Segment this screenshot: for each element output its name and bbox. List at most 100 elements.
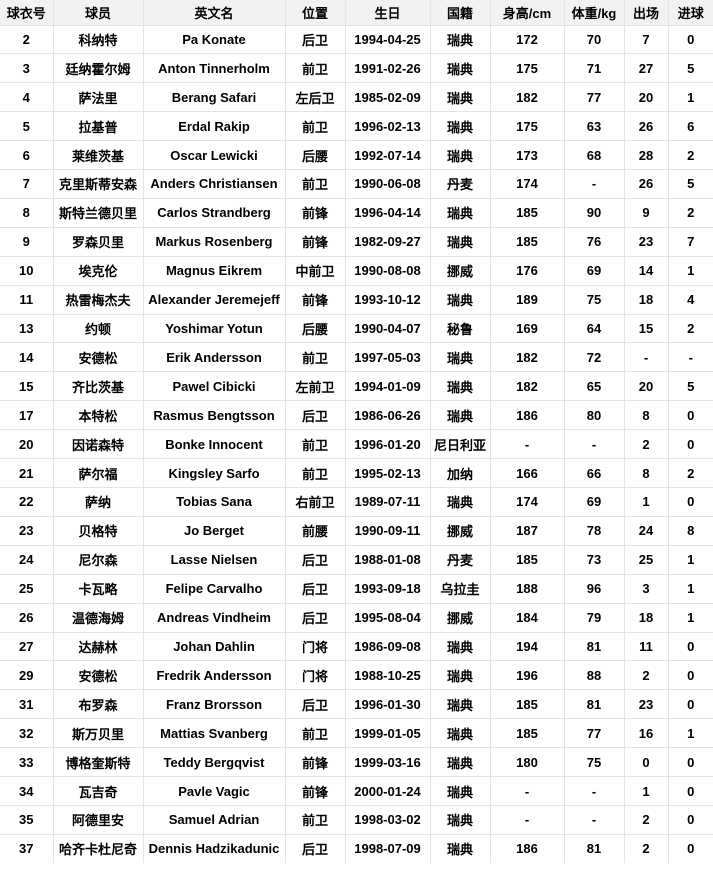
cell-jersey-number: 27 — [0, 631, 54, 662]
cell-height-cm: 182 — [489, 342, 565, 373]
table-row: 34 瓦吉奇 Pavle Vagic 前锋 2000-01-24 瑞典 - -1 0 — [0, 776, 713, 806]
cell-goals: 4 — [667, 284, 713, 315]
cell-player-name-cn: 罗森贝里 — [52, 226, 144, 257]
cell-height-cm: 176 — [489, 255, 565, 286]
cell-nationality: 尼日利亚 — [429, 429, 491, 460]
cell-birthdate: 1995-02-13 — [344, 458, 431, 488]
cell-player-name-en: Johan Dahlin — [142, 631, 286, 662]
cell-height-cm: 184 — [489, 602, 565, 633]
cell-nationality: 瑞典 — [429, 82, 491, 113]
cell-jersey-number: 7 — [0, 169, 54, 199]
cell-goals: 2 — [667, 313, 713, 344]
cell-weight-kg: 80 — [563, 400, 625, 431]
cell-player-name-en: Bonke Innocent — [142, 429, 286, 460]
cell-nationality: 瑞典 — [429, 689, 491, 720]
cell-player-name-cn: 萨纳 — [52, 487, 144, 517]
cell-birthdate: 1989-07-11 — [344, 487, 431, 517]
table-row: 35 阿德里安 Samuel Adrian 前卫 1998-03-02 瑞典 - -2 0 — [0, 804, 713, 835]
cell-goals: 5 — [667, 169, 713, 199]
cell-player-name-cn: 哈齐卡杜尼奇 — [52, 833, 144, 864]
cell-appearances: 2 — [623, 804, 669, 835]
table-row: 15 齐比茨基 Pawel Cibicki 左前卫 1994-01-09 瑞典 182 65 2… — [0, 371, 713, 402]
cell-position: 前卫 — [284, 342, 346, 373]
cell-position: 后腰 — [284, 313, 346, 344]
cell-position: 后腰 — [284, 140, 346, 171]
cell-jersey-number: 22 — [0, 487, 54, 517]
cell-appearances: 26 — [623, 169, 669, 199]
cell-birthdate: 1996-04-14 — [344, 197, 431, 228]
cell-nationality: 挪威 — [429, 255, 491, 286]
cell-jersey-number: 29 — [0, 660, 54, 691]
cell-weight-kg: 90 — [563, 197, 625, 228]
cell-appearances: 1 — [623, 487, 669, 517]
cell-weight-kg: - — [563, 169, 625, 199]
table-row: 10 埃克伦 Magnus Eikrem 中前卫 1990-08-08 挪威 176 69 14… — [0, 255, 713, 286]
cell-appearances: 20 — [623, 371, 669, 402]
cell-weight-kg: 64 — [563, 313, 625, 344]
cell-birthdate: 1993-09-18 — [344, 573, 431, 604]
cell-nationality: 瑞典 — [429, 197, 491, 228]
cell-jersey-number: 25 — [0, 573, 54, 604]
cell-player-name-cn: 萨法里 — [52, 82, 144, 113]
cell-height-cm: - — [489, 429, 565, 460]
cell-appearances: 27 — [623, 53, 669, 84]
cell-player-name-cn: 莱维茨基 — [52, 140, 144, 171]
cell-height-cm: 166 — [489, 458, 565, 488]
cell-goals: 2 — [667, 197, 713, 228]
column-header-appearances: 出场 — [623, 0, 669, 26]
cell-weight-kg: 68 — [563, 140, 625, 171]
cell-player-name-en: Oscar Lewicki — [142, 140, 286, 171]
cell-player-name-en: Samuel Adrian — [142, 804, 286, 835]
cell-appearances: 23 — [623, 226, 669, 257]
cell-position: 后卫 — [284, 544, 346, 575]
cell-jersey-number: 35 — [0, 804, 54, 835]
cell-appearances: 8 — [623, 458, 669, 488]
cell-birthdate: 1994-01-09 — [344, 371, 431, 402]
table-row: 26 温德海姆 Andreas Vindheim 后卫 1995-08-04 挪威 184 7… — [0, 602, 713, 633]
cell-player-name-en: Erik Andersson — [142, 342, 286, 373]
cell-weight-kg: 72 — [563, 342, 625, 373]
cell-birthdate: 1990-09-11 — [344, 515, 431, 546]
cell-birthdate: 1982-09-27 — [344, 226, 431, 257]
table-row: 4 萨法里 Berang Safari 左后卫 1985-02-09 瑞典 182 77 20 1 — [0, 82, 713, 113]
cell-nationality: 加纳 — [429, 458, 491, 488]
cell-position: 后卫 — [284, 24, 346, 55]
table-row: 31 布罗森 Franz Brorsson 后卫 1996-01-30 瑞典 185 81 23… — [0, 689, 713, 720]
cell-jersey-number: 34 — [0, 776, 54, 806]
cell-player-name-en: Magnus Eikrem — [142, 255, 286, 286]
cell-birthdate: 1988-01-08 — [344, 544, 431, 575]
cell-birthdate: 1996-01-20 — [344, 429, 431, 460]
cell-goals: 0 — [667, 747, 713, 778]
cell-appearances: 18 — [623, 602, 669, 633]
table-row: 7 克里斯蒂安森 Anders Christiansen 前卫 1990-06-08 丹麦… — [0, 169, 713, 199]
cell-player-name-en: Pawel Cibicki — [142, 371, 286, 402]
cell-height-cm: 187 — [489, 515, 565, 546]
cell-player-name-cn: 热雷梅杰夫 — [52, 284, 144, 315]
cell-position: 右前卫 — [284, 487, 346, 517]
cell-jersey-number: 9 — [0, 226, 54, 257]
table-header: 球衣号 球员 英文名 位置 生日 国籍 身高/cm 体重/kg 出场 进球 — [0, 0, 713, 26]
cell-height-cm: 189 — [489, 284, 565, 315]
cell-birthdate: 1996-01-30 — [344, 689, 431, 720]
column-header-birthdate: 生日 — [344, 0, 431, 26]
cell-height-cm: 174 — [489, 169, 565, 199]
cell-player-name-cn: 本特松 — [52, 400, 144, 431]
cell-birthdate: 1998-07-09 — [344, 833, 431, 864]
column-header-weight-kg: 体重/kg — [563, 0, 625, 26]
cell-position: 后卫 — [284, 833, 346, 864]
cell-position: 前卫 — [284, 804, 346, 835]
cell-player-name-cn: 博格奎斯特 — [52, 747, 144, 778]
cell-appearances: 20 — [623, 82, 669, 113]
cell-goals: 1 — [667, 82, 713, 113]
table-row: 3 廷纳霍尔姆 Anton Tinnerholm 前卫 1991-02-26 瑞典 175 7… — [0, 53, 713, 84]
table-row: 33 博格奎斯特 Teddy Bergqvist 前锋 1999-03-16 瑞典 180 7… — [0, 747, 713, 778]
cell-height-cm: 186 — [489, 833, 565, 864]
cell-goals: 5 — [667, 53, 713, 84]
cell-nationality: 丹麦 — [429, 169, 491, 199]
table-row: 5 拉基普 Erdal Rakip 前卫 1996-02-13 瑞典 175 63 26 6 — [0, 111, 713, 142]
cell-appearances: 0 — [623, 747, 669, 778]
cell-birthdate: 1986-06-26 — [344, 400, 431, 431]
cell-player-name-cn: 萨尔福 — [52, 458, 144, 488]
cell-goals: 7 — [667, 226, 713, 257]
